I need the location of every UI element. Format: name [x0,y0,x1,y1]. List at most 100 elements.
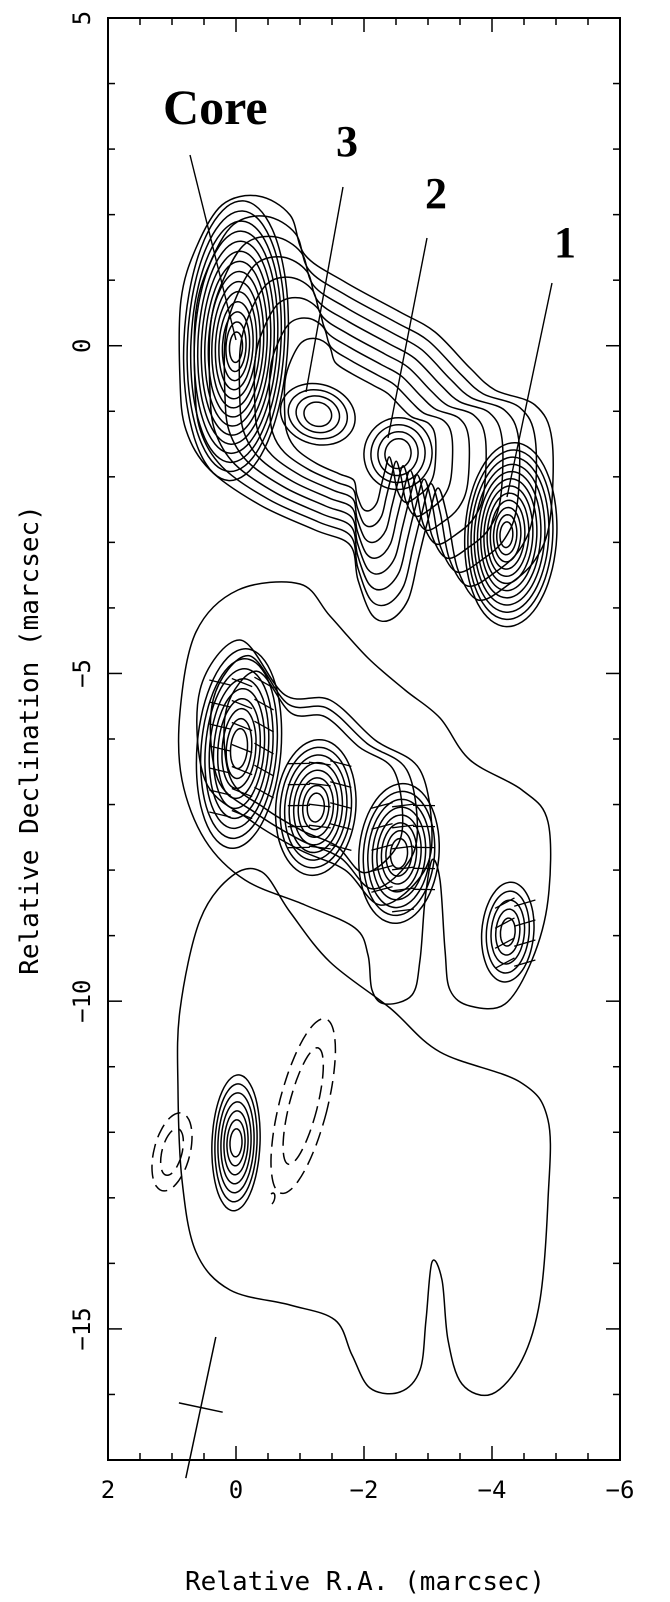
y-tick-label: 5 [68,11,96,25]
lower-core-contour [214,1083,258,1203]
polarization-vectors [209,676,536,969]
e-vector [254,786,274,799]
e-vector [371,843,393,851]
lower-panel-contours [151,867,552,1397]
component-2-contour [384,437,412,470]
polarization-contour [480,881,535,983]
small-contour [270,1192,276,1205]
component-1-contour [479,478,538,592]
lower-core-contour [211,1074,261,1212]
e-vector [231,787,253,798]
e-vector [392,908,414,913]
e-vector [330,823,352,831]
pointer-core [189,154,237,341]
polarization-contour [389,837,409,870]
y-tick-label: −5 [68,659,96,688]
e-vector [231,765,253,776]
e-vector [254,764,274,777]
plot-frame [107,17,621,1461]
e-vector [209,701,231,708]
polarization-contour [216,697,262,800]
polarization-outer-contour [177,581,552,1010]
e-vector [308,782,331,787]
lower-core-contour [226,1119,246,1167]
e-vector [494,957,515,969]
polarization-contour [499,917,516,947]
lower-core-contour [223,1110,249,1176]
x-axis-title: Relative R.A. (marcsec) [185,1567,545,1597]
x-tick-label: 0 [229,1476,243,1504]
lower-core-contour [220,1101,252,1185]
polarization-contour [485,890,531,974]
e-vector [209,811,231,818]
core-contour [186,210,286,473]
contour-envelope [268,317,454,528]
e-vector [231,743,253,754]
component-3-contour [279,382,356,446]
label-component-3: 3 [336,117,358,166]
lower-core-contour [229,1128,243,1158]
e-vector [330,802,352,810]
component-1-contour [496,513,518,556]
e-vector [254,720,274,733]
component-3-contour [303,401,333,428]
polarization-contour [306,792,326,823]
x-tick-label: −6 [606,1476,635,1504]
polarization-contours [177,581,552,1010]
component-1-contour [483,485,534,585]
core-contour [207,270,265,418]
e-vector [231,677,253,688]
y-tick-label: −15 [68,1307,96,1350]
component-1-contour [489,499,526,570]
polarization-bridge-contour [196,639,433,906]
component-1-contour [499,521,514,549]
polarization-contour [225,717,253,780]
negative-contour [282,1047,325,1166]
core-contour [225,321,247,373]
e-vector [308,761,331,766]
e-vector [371,864,393,872]
component-3-contour [295,395,341,434]
e-vector [330,760,352,768]
total-intensity-contours [178,194,558,628]
e-vector [254,676,274,689]
negative-contour [270,1017,337,1195]
e-vector [308,824,331,829]
contour-envelope [253,296,471,544]
e-vector [514,959,536,967]
e-vector [308,803,331,808]
polarization-contour [376,814,422,893]
component-1-contour [486,492,530,577]
e-vector [494,937,515,949]
e-vector [494,917,515,929]
contour-envelope [238,276,487,559]
core-contour [221,311,251,382]
e-vector [514,939,536,947]
beam-cross [178,1336,223,1479]
core-contour [218,301,254,391]
e-vector [514,919,536,927]
core-contour [228,331,244,364]
polarization-contour [274,738,357,877]
label-component-1: 1 [554,218,576,267]
core-contour [204,260,268,427]
e-vector [392,887,414,892]
label-component-2: 2 [425,169,447,218]
polarization-contour [385,830,413,877]
polarization-bridge-contour [209,654,419,890]
contour-envelope [193,215,538,607]
contour-envelope [178,194,554,623]
polarization-contour [367,798,431,909]
negative-contour [151,1112,193,1192]
e-vector [392,866,414,871]
beam-minor-axis [178,1402,223,1413]
label-core: Core [163,79,268,135]
pointer-component-1 [506,282,553,498]
core-contour [214,290,258,400]
e-vector [209,789,231,796]
e-vector [392,803,414,808]
component-2-contour [377,430,419,477]
component-2-contour [370,423,426,484]
e-vector [392,845,414,850]
lower-core-contour [217,1092,255,1194]
